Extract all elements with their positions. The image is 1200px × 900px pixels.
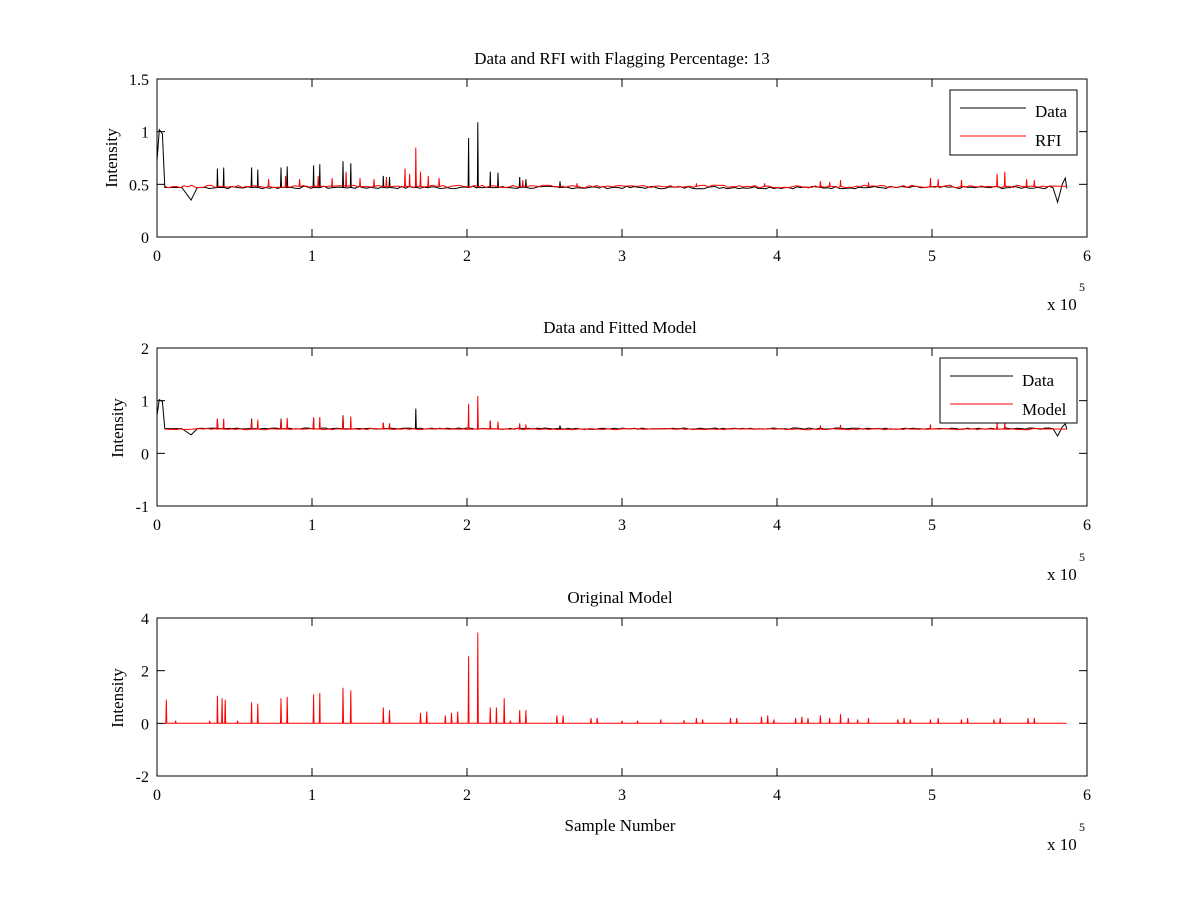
x-tick-label: 6 bbox=[1083, 248, 1091, 265]
y-axis-label: Intensity bbox=[108, 668, 127, 728]
model-series bbox=[164, 632, 1067, 724]
y-tick-label: 1 bbox=[141, 394, 149, 411]
legend-label-rfi: RFI bbox=[1035, 131, 1062, 150]
x-tick-label: 2 bbox=[463, 517, 471, 534]
x-tick-label: 1 bbox=[308, 517, 316, 534]
x-tick-label: 0 bbox=[153, 517, 161, 534]
x-tick-label: 6 bbox=[1083, 517, 1091, 534]
rfi-series bbox=[164, 147, 1067, 189]
x-tick-label: 4 bbox=[773, 248, 781, 265]
legend: Data Model bbox=[939, 357, 1078, 424]
y-tick-label: -1 bbox=[136, 499, 149, 516]
x-tick-label: 5 bbox=[928, 787, 936, 804]
x-tick-label: 2 bbox=[463, 787, 471, 804]
y-tick-label: -2 bbox=[136, 769, 149, 786]
plot-area: 0 1 2 3 4 5 6 0 0.5 1 1.5 bbox=[129, 72, 1091, 265]
legend-box bbox=[939, 357, 1078, 424]
x-tick-label: 0 bbox=[153, 248, 161, 265]
x-tick-label: 3 bbox=[618, 787, 626, 804]
x-tick-label: 3 bbox=[618, 248, 626, 265]
x-tick-label: 2 bbox=[463, 248, 471, 265]
y-tick-label: 0 bbox=[141, 446, 149, 463]
legend-label-model: Model bbox=[1022, 400, 1067, 419]
x-exponent: 5 bbox=[1079, 820, 1085, 834]
x-tick-label: 5 bbox=[928, 248, 936, 265]
y-tick-label: 1 bbox=[141, 125, 149, 142]
legend-label-data: Data bbox=[1035, 102, 1068, 121]
y-axis-label: Intensity bbox=[108, 398, 127, 458]
legend: Data RFI bbox=[949, 89, 1078, 156]
panel-rfi: Data and RFI with Flagging Percentage: 1… bbox=[102, 49, 1091, 314]
x-tick-label: 3 bbox=[618, 517, 626, 534]
x-tick-label: 4 bbox=[773, 517, 781, 534]
y-tick-label: 2 bbox=[141, 664, 149, 681]
y-tick-label: 4 bbox=[141, 611, 149, 628]
y-tick-label: 0.5 bbox=[129, 177, 149, 194]
legend-box bbox=[949, 89, 1078, 156]
x-exponent: 5 bbox=[1079, 550, 1085, 564]
panel-title: Data and Fitted Model bbox=[543, 318, 697, 337]
panel-title: Original Model bbox=[567, 588, 673, 607]
panel-title: Data and RFI with Flagging Percentage: 1… bbox=[474, 49, 770, 68]
legend-label-data: Data bbox=[1022, 371, 1055, 390]
x-exponent: 5 bbox=[1079, 280, 1085, 294]
x-multiplier: x 10 bbox=[1047, 295, 1077, 314]
x-axis-label: Sample Number bbox=[565, 816, 676, 835]
y-tick-label: 1.5 bbox=[129, 72, 149, 89]
y-tick-label: 0 bbox=[141, 230, 149, 247]
x-tick-label: 1 bbox=[308, 248, 316, 265]
model-series bbox=[164, 395, 1067, 431]
x-tick-label: 5 bbox=[928, 517, 936, 534]
data-series bbox=[156, 122, 1068, 205]
x-multiplier: x 10 bbox=[1047, 835, 1077, 854]
panel-fitted-model: Data and Fitted Model Intensity 0 1 2 3 4 5 6 -… bbox=[108, 318, 1091, 584]
y-axis-label: Intensity bbox=[102, 128, 121, 188]
y-tick-label: 2 bbox=[141, 341, 149, 358]
y-tick-label: 0 bbox=[141, 716, 149, 733]
x-tick-label: 6 bbox=[1083, 787, 1091, 804]
x-tick-label: 4 bbox=[773, 787, 781, 804]
x-tick-label: 1 bbox=[308, 787, 316, 804]
x-tick-label: 0 bbox=[153, 787, 161, 804]
x-multiplier: x 10 bbox=[1047, 565, 1077, 584]
